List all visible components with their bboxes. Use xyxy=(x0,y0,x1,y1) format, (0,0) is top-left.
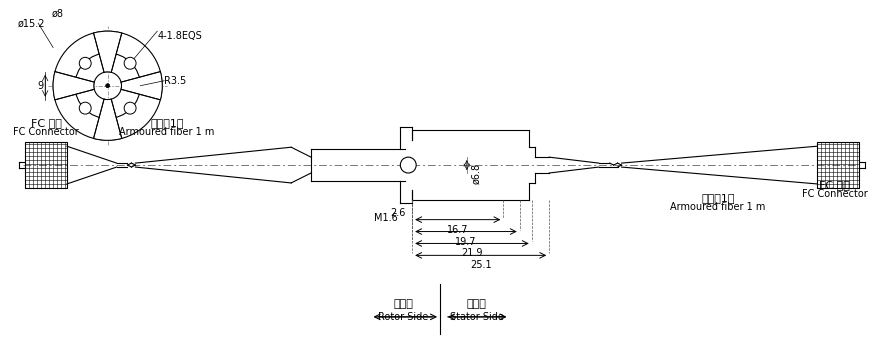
Circle shape xyxy=(79,57,92,69)
Text: Stator Side: Stator Side xyxy=(450,312,503,322)
Text: FC 接头: FC 接头 xyxy=(819,180,850,190)
Text: ø6.8: ø6.8 xyxy=(472,162,481,184)
Text: 4-1.8EQS: 4-1.8EQS xyxy=(158,31,202,41)
Circle shape xyxy=(400,157,416,173)
Text: 25.1: 25.1 xyxy=(470,260,492,270)
Text: FC Connector: FC Connector xyxy=(13,127,79,137)
Text: ø8: ø8 xyxy=(52,8,64,18)
Text: 转子边: 转子边 xyxy=(393,299,414,309)
Wedge shape xyxy=(121,72,162,100)
Wedge shape xyxy=(93,99,121,140)
Circle shape xyxy=(53,31,162,140)
Circle shape xyxy=(79,102,92,114)
Text: 定子边: 定子边 xyxy=(466,299,487,309)
Text: 光纤线1米: 光纤线1米 xyxy=(150,118,184,128)
Circle shape xyxy=(124,57,136,69)
Text: 9: 9 xyxy=(37,81,43,91)
Text: 21.9: 21.9 xyxy=(461,248,483,258)
Circle shape xyxy=(106,84,110,88)
Text: 16.7: 16.7 xyxy=(447,225,468,235)
Text: 光纤线1米: 光纤线1米 xyxy=(701,193,735,203)
Bar xyxy=(26,142,67,188)
Text: FC 接头: FC 接头 xyxy=(31,118,62,128)
Circle shape xyxy=(94,72,121,100)
Text: Rotor Side: Rotor Side xyxy=(378,312,429,322)
Text: R3.5: R3.5 xyxy=(165,76,187,86)
Text: FC Connector: FC Connector xyxy=(802,189,868,199)
Text: 19.7: 19.7 xyxy=(455,237,477,246)
Text: 2.6: 2.6 xyxy=(391,208,406,218)
Wedge shape xyxy=(93,31,121,72)
Text: ø15.2: ø15.2 xyxy=(18,18,45,28)
Text: Armoured fiber 1 m: Armoured fiber 1 m xyxy=(670,202,766,212)
Circle shape xyxy=(75,53,141,118)
Wedge shape xyxy=(53,72,94,100)
Text: Armoured fiber 1 m: Armoured fiber 1 m xyxy=(120,127,215,137)
Bar xyxy=(817,142,859,188)
Circle shape xyxy=(124,102,136,114)
Text: M1.6: M1.6 xyxy=(374,213,398,223)
